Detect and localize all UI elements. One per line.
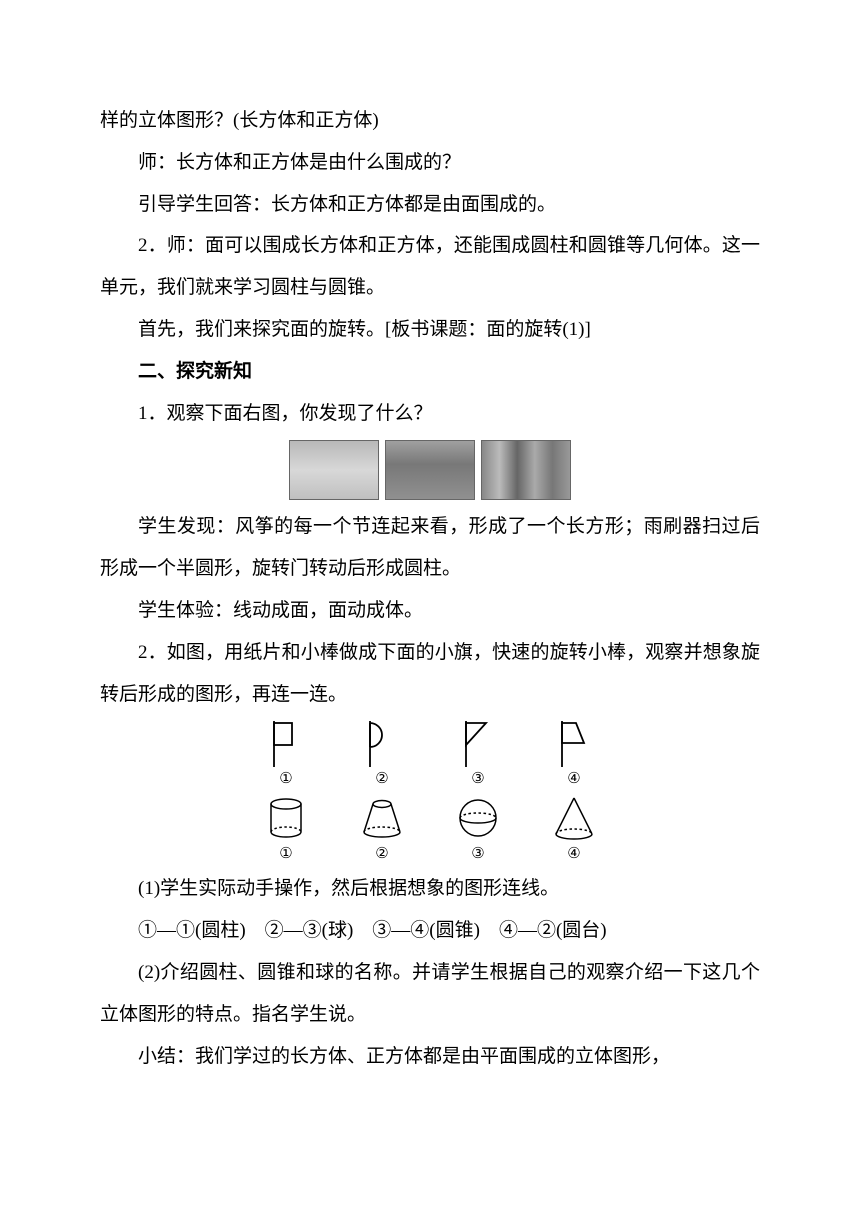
solids-row: ① ② ③	[257, 794, 603, 865]
flag-label-1: ①	[279, 770, 292, 790]
paragraph-11: ①—①(圆柱) ②—③(球) ③—④(圆锥) ④—②(圆台)	[100, 910, 760, 952]
paragraph-1: 样的立体图形？(长方体和正方体)	[100, 100, 760, 142]
heading-2: 二、探究新知	[100, 351, 760, 393]
paragraph-3: 引导学生回答：长方体和正方体都是由面围成的。	[100, 184, 760, 226]
flag-label-2: ②	[375, 770, 388, 790]
revolving-door-image	[481, 440, 571, 500]
paragraph-12: (2)介绍圆柱、圆锥和球的名称。并请学生根据自己的观察介绍一下这几个立体图形的特…	[100, 952, 760, 1036]
paragraph-10: (1)学生实际动手操作，然后根据想象的图形连线。	[100, 868, 760, 910]
wiper-image	[385, 440, 475, 500]
flag-trapezoid: ④	[545, 719, 603, 790]
solid-label-2: ②	[375, 845, 388, 865]
flag-label-4: ④	[567, 770, 580, 790]
flag-semicircle: ②	[353, 719, 411, 790]
solid-label-3: ③	[471, 845, 484, 865]
solid-sphere: ③	[449, 794, 507, 865]
solid-frustum: ②	[353, 794, 411, 865]
shapes-diagram: ① ② ③	[100, 719, 760, 864]
paragraph-9: 2．如图，用纸片和小棒做成下面的小旗，快速的旋转小棒，观察并想象旋转后形成的图形…	[100, 632, 760, 716]
solid-cylinder: ①	[257, 794, 315, 865]
paragraph-8: 学生体验：线动成面，面动成体。	[100, 590, 760, 632]
example-images-row	[100, 440, 760, 500]
paragraph-4: 2．师：面可以围成长方体和正方体，还能围成圆柱和圆锥等几何体。这一单元，我们就来…	[100, 225, 760, 309]
solid-label-1: ①	[279, 845, 292, 865]
paragraph-5: 首先，我们来探究面的旋转。[板书课题：面的旋转(1)]	[100, 309, 760, 351]
flag-rectangle: ①	[257, 719, 315, 790]
paragraph-2: 师：长方体和正方体是由什么围成的？	[100, 142, 760, 184]
paragraph-13: 小结：我们学过的长方体、正方体都是由平面围成的立体图形，	[100, 1036, 760, 1078]
solid-cone: ④	[545, 794, 603, 865]
solid-label-4: ④	[567, 845, 580, 865]
flags-row: ① ② ③	[257, 719, 603, 790]
flag-triangle: ③	[449, 719, 507, 790]
flag-label-3: ③	[471, 770, 484, 790]
paragraph-6: 1．观察下面右图，你发现了什么？	[100, 393, 760, 435]
kite-image	[289, 440, 379, 500]
paragraph-7: 学生发现：风筝的每一个节连起来看，形成了一个长方形；雨刷器扫过后形成一个半圆形，…	[100, 506, 760, 590]
document-content: 样的立体图形？(长方体和正方体) 师：长方体和正方体是由什么围成的？ 引导学生回…	[100, 100, 760, 1077]
